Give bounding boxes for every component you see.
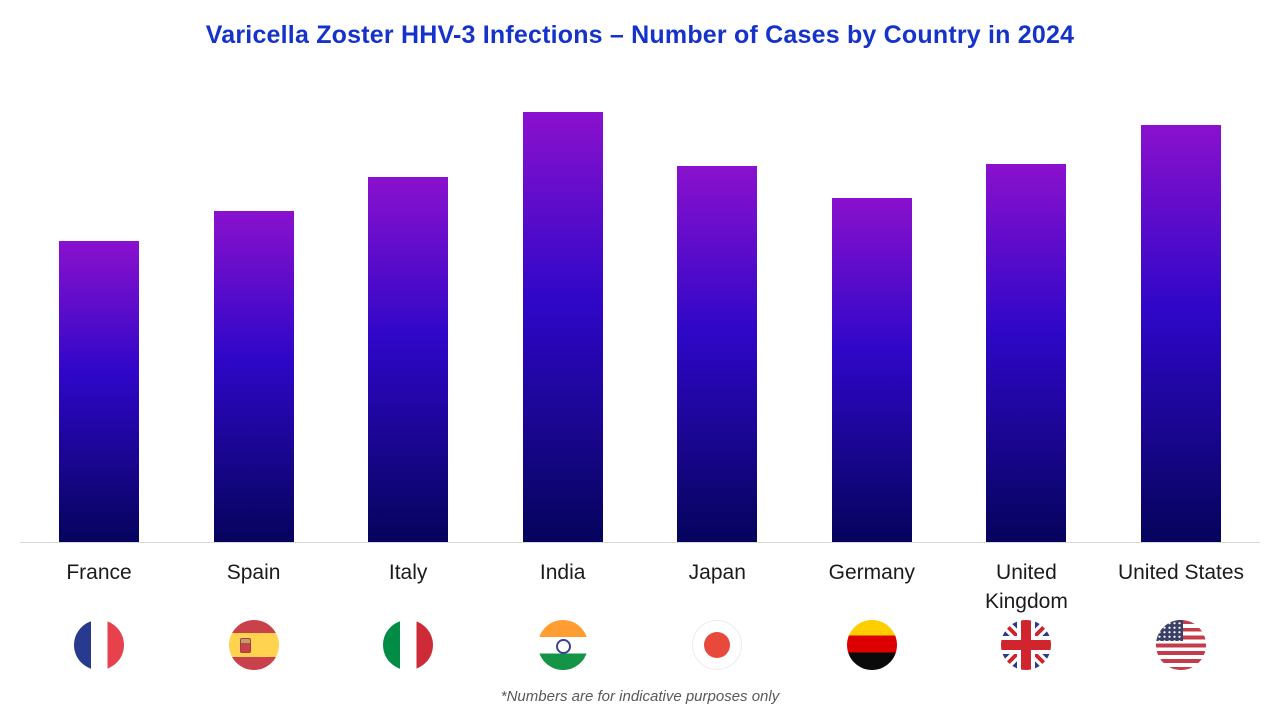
bar-united-kingdom xyxy=(986,163,1067,542)
bar-united-states xyxy=(1140,124,1221,542)
italy-flag-icon xyxy=(383,620,434,670)
germany-flag-icon xyxy=(846,620,897,670)
category-label-spain: Spain xyxy=(226,561,281,584)
category-label-japan: Japan xyxy=(688,561,746,584)
spain-flag-emblem xyxy=(239,638,251,653)
x-axis-line xyxy=(20,542,1260,543)
usa-flag-icon xyxy=(1155,620,1206,670)
category-label-italy: Italy xyxy=(388,561,428,584)
chart-title: Varicella Zoster HHV-3 Infections – Numb… xyxy=(205,21,1075,49)
category-label-france: France xyxy=(66,561,132,584)
category-label-united-states: United States xyxy=(1117,561,1245,584)
bar-italy xyxy=(368,176,449,542)
bar-germany xyxy=(831,198,912,542)
category-label-united-kingdom: United Kingdom xyxy=(984,561,1068,613)
bar-japan xyxy=(677,165,758,542)
japan-flag-icon xyxy=(692,620,743,670)
bar-spain xyxy=(213,210,294,542)
india-flag-chakra xyxy=(556,638,572,654)
category-label-germany: Germany xyxy=(828,561,916,584)
india-flag-icon xyxy=(537,620,588,670)
bar-france xyxy=(59,241,139,542)
uk-flag-icon xyxy=(1001,620,1052,670)
japan-flag-sun xyxy=(704,632,731,658)
france-flag-icon xyxy=(74,620,124,670)
footnote: *Numbers are for indicative purposes onl… xyxy=(500,688,780,705)
category-label-india: India xyxy=(539,561,586,584)
usa-flag-canton xyxy=(1155,620,1183,641)
spain-flag-icon xyxy=(228,620,279,670)
bar-india xyxy=(522,112,603,542)
